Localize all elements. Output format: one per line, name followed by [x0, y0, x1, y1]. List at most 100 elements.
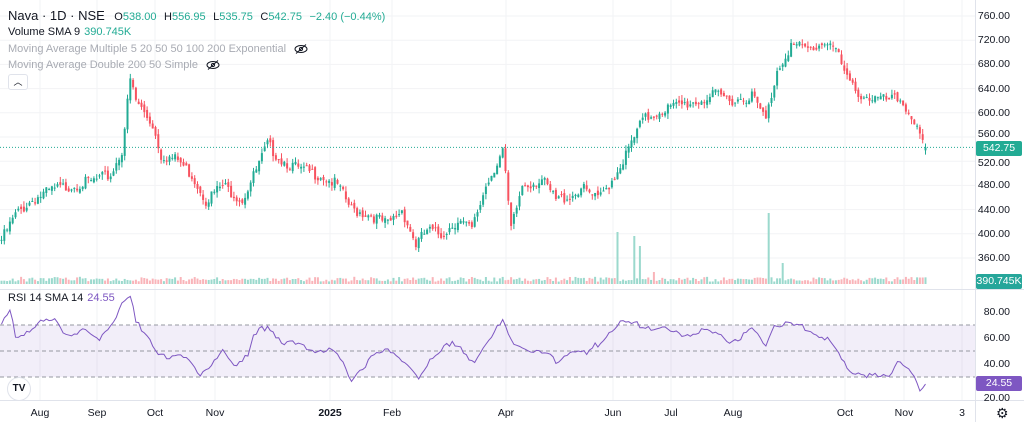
volume-legend[interactable]: Volume SMA 9 390.745K	[8, 26, 131, 38]
candle-body	[714, 89, 717, 93]
high-value: 556.95	[171, 11, 206, 23]
candle-body	[202, 194, 205, 200]
candle-body	[874, 96, 877, 102]
candle-body	[778, 68, 781, 70]
volume-bar	[871, 278, 874, 284]
candle-body	[804, 43, 807, 47]
price-tick: 480.00	[977, 179, 1010, 192]
volume-bar	[112, 280, 115, 284]
time-tick: Jun	[604, 407, 622, 419]
ma-double-label: Moving Average Double 200 50 Simple	[8, 59, 198, 71]
rsi-legend[interactable]: RSI 14 SMA 14 24.55	[8, 292, 115, 304]
hidden-eye-icon[interactable]	[206, 60, 220, 70]
candle-body	[683, 102, 686, 104]
price-tick: 520.00	[977, 157, 1010, 169]
open-value: 538.00	[122, 11, 157, 23]
candle-body	[269, 138, 272, 143]
volume-bar	[78, 276, 81, 284]
hidden-eye-icon[interactable]	[294, 44, 308, 54]
candle-body	[246, 191, 249, 199]
volume-bar	[535, 279, 538, 284]
settings-gear-icon[interactable]: ⚙	[996, 405, 1009, 421]
candle-body	[487, 182, 490, 185]
candle-body	[59, 182, 62, 185]
candle-body	[543, 178, 546, 180]
candle-body	[442, 235, 445, 238]
collapse-legend-button[interactable]: ︿	[8, 74, 28, 90]
candle-body	[42, 191, 45, 199]
candle-body	[428, 226, 431, 229]
candle-body	[171, 157, 174, 159]
candle-body	[616, 172, 619, 180]
candle-body	[722, 92, 725, 97]
volume-bar	[230, 280, 233, 284]
candle-body	[22, 206, 25, 212]
candle-body	[899, 100, 902, 102]
volume-bar	[168, 278, 171, 284]
volume-bar	[521, 280, 524, 284]
volume-bar	[339, 277, 342, 284]
candle-body	[462, 221, 465, 223]
volume-bar	[322, 281, 325, 284]
candle-body	[893, 93, 896, 95]
candle-body	[106, 170, 109, 180]
candle-body	[823, 44, 826, 46]
volume-bar	[361, 278, 364, 284]
tradingview-logo[interactable]: TV	[7, 377, 31, 401]
candle-body	[62, 183, 65, 185]
volume-bar	[442, 280, 445, 284]
volume-bar	[157, 279, 160, 284]
volume-bar	[496, 281, 499, 284]
candle-body	[213, 191, 216, 193]
candle-body	[784, 58, 787, 67]
candle-body	[143, 104, 146, 113]
volume-bar	[451, 281, 454, 284]
volume-bar	[916, 277, 919, 284]
candle-body	[921, 134, 924, 140]
candle-body	[92, 178, 95, 183]
candle-body	[851, 79, 854, 83]
price-tick: 680.00	[977, 58, 1010, 71]
volume-bar	[899, 279, 902, 284]
volume-bar	[882, 279, 885, 284]
candle-body	[272, 140, 275, 157]
volume-bar	[218, 280, 221, 284]
volume-bar	[904, 276, 907, 284]
volume-bar	[3, 280, 6, 284]
candle-body	[232, 196, 235, 199]
time-tick: Sep	[87, 407, 107, 419]
volume-bar	[571, 280, 574, 284]
candle-body	[414, 239, 417, 248]
candle-body	[134, 87, 137, 100]
low-value: 535.75	[219, 11, 253, 23]
candle-body	[132, 79, 135, 88]
volume-bar	[482, 281, 485, 284]
volume-bar	[549, 279, 552, 284]
volume-bar	[109, 281, 112, 284]
candle-body	[39, 196, 42, 198]
volume-bar	[286, 277, 289, 284]
volume-bar	[773, 281, 776, 284]
volume-bar	[241, 278, 244, 284]
candle-body	[809, 46, 812, 48]
candle-body	[759, 103, 762, 109]
candle-body	[846, 68, 849, 75]
candle-body	[748, 100, 751, 105]
candle-body	[451, 227, 454, 229]
candle-body	[647, 112, 650, 120]
ma-double-legend[interactable]: Moving Average Double 200 50 Simple	[8, 59, 220, 71]
volume-bar	[865, 279, 868, 284]
candle-body	[504, 148, 507, 172]
candle-body	[87, 177, 90, 179]
candle-body	[238, 200, 241, 202]
volume-bar	[420, 278, 423, 284]
volume-bar	[776, 278, 779, 284]
volume-bar	[468, 279, 471, 284]
volume-bar	[224, 280, 227, 284]
volume-bar	[566, 280, 569, 284]
volume-bar	[202, 279, 205, 284]
symbol-title[interactable]: Nava · 1D · NSE	[8, 8, 105, 23]
volume-bar	[767, 213, 770, 284]
ma-multiple-legend[interactable]: Moving Average Multiple 5 20 50 50 100 2…	[8, 43, 308, 55]
